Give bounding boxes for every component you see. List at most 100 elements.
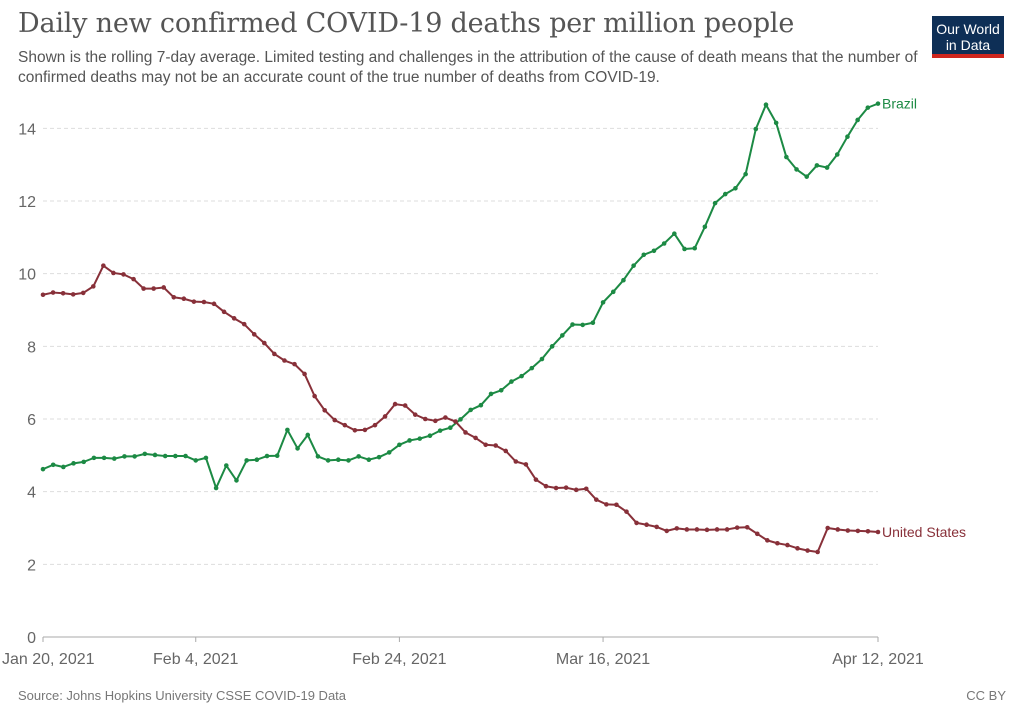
data-point[interactable] [295, 446, 300, 451]
data-point[interactable] [80, 290, 86, 296]
data-point[interactable] [221, 309, 227, 315]
data-point[interactable] [804, 174, 810, 179]
data-point[interactable] [203, 455, 209, 461]
series-line[interactable] [42, 102, 879, 490]
data-point[interactable] [272, 351, 277, 357]
data-point[interactable] [376, 454, 382, 460]
data-point[interactable] [664, 528, 670, 534]
data-point[interactable] [743, 171, 748, 177]
data-point[interactable] [845, 134, 850, 139]
data-point[interactable] [654, 524, 659, 530]
data-point[interactable] [463, 430, 468, 435]
data-point[interactable] [714, 527, 720, 532]
data-point[interactable] [773, 120, 779, 126]
data-point[interactable] [262, 340, 267, 346]
data-point[interactable] [503, 448, 509, 454]
data-point[interactable] [392, 401, 398, 407]
data-point[interactable] [71, 461, 76, 466]
data-point[interactable] [342, 422, 348, 428]
data-point[interactable] [513, 459, 519, 464]
data-point[interactable] [315, 454, 321, 459]
data-point[interactable] [213, 485, 219, 491]
data-point[interactable] [325, 458, 331, 463]
data-point[interactable] [346, 458, 351, 463]
data-point[interactable] [570, 322, 575, 327]
data-point[interactable] [366, 457, 372, 462]
data-point[interactable] [661, 241, 667, 246]
data-point[interactable] [814, 163, 820, 168]
data-point[interactable] [765, 538, 770, 543]
data-point[interactable] [580, 322, 585, 328]
data-point[interactable] [712, 200, 718, 206]
data-point[interactable] [523, 462, 529, 467]
data-point[interactable] [312, 393, 317, 399]
data-point[interactable] [162, 453, 168, 459]
data-point[interactable] [181, 296, 187, 302]
license-link[interactable]: CC BY [966, 688, 1006, 703]
data-point[interactable] [560, 333, 565, 338]
data-point[interactable] [81, 459, 87, 465]
data-point[interactable] [682, 246, 687, 252]
data-point[interactable] [50, 290, 56, 295]
data-point[interactable] [132, 454, 137, 459]
data-point[interactable] [427, 433, 433, 439]
data-point[interactable] [794, 167, 799, 172]
data-point[interactable] [795, 546, 800, 551]
data-point[interactable] [519, 373, 524, 379]
data-point[interactable] [763, 102, 769, 108]
data-point[interactable] [191, 299, 197, 304]
data-point[interactable] [332, 417, 338, 423]
data-point[interactable] [509, 379, 514, 384]
data-point[interactable] [754, 531, 760, 537]
data-point[interactable] [251, 332, 257, 337]
data-point[interactable] [111, 270, 116, 276]
data-point[interactable] [402, 403, 408, 408]
data-point[interactable] [473, 435, 478, 441]
data-point[interactable] [553, 485, 559, 491]
data-point[interactable] [573, 487, 579, 493]
data-point[interactable] [875, 529, 881, 535]
data-point[interactable] [529, 365, 535, 371]
data-point[interactable] [621, 277, 626, 283]
data-point[interactable] [417, 436, 423, 441]
data-point[interactable] [101, 455, 107, 461]
data-point[interactable] [448, 425, 453, 431]
data-point[interactable] [407, 438, 412, 443]
data-point[interactable] [583, 486, 589, 492]
data-point[interactable] [834, 152, 840, 157]
data-point[interactable] [594, 497, 599, 502]
data-point[interactable] [372, 422, 378, 428]
data-point[interactable] [488, 391, 494, 397]
data-point[interactable] [121, 272, 126, 277]
data-point[interactable] [733, 185, 738, 191]
data-point[interactable] [539, 356, 545, 362]
data-point[interactable] [825, 525, 830, 531]
data-point[interactable] [91, 455, 97, 461]
data-point[interactable] [101, 263, 106, 268]
data-point[interactable] [702, 224, 708, 230]
data-point[interactable] [131, 276, 136, 282]
data-point[interactable] [302, 371, 307, 377]
data-point[interactable] [437, 428, 443, 433]
owid-logo[interactable]: Our World in Data [932, 16, 1004, 58]
data-point[interactable] [40, 292, 46, 298]
data-point[interactable] [362, 427, 368, 433]
data-point[interactable] [614, 502, 619, 508]
series-end-label[interactable]: Brazil [882, 96, 917, 112]
data-point[interactable] [244, 458, 249, 463]
data-point[interactable] [234, 478, 239, 483]
data-point[interactable] [634, 520, 639, 526]
data-point[interactable] [563, 485, 569, 490]
data-point[interactable] [443, 415, 448, 420]
data-point[interactable] [453, 419, 458, 424]
data-point[interactable] [231, 316, 237, 321]
data-point[interactable] [171, 294, 177, 300]
data-point[interactable] [785, 542, 790, 548]
data-point[interactable] [784, 154, 789, 160]
data-point[interactable] [694, 527, 700, 532]
data-point[interactable] [865, 105, 871, 110]
data-point[interactable] [722, 191, 728, 197]
data-point[interactable] [483, 442, 488, 448]
data-point[interactable] [835, 527, 841, 532]
data-point[interactable] [352, 427, 358, 433]
